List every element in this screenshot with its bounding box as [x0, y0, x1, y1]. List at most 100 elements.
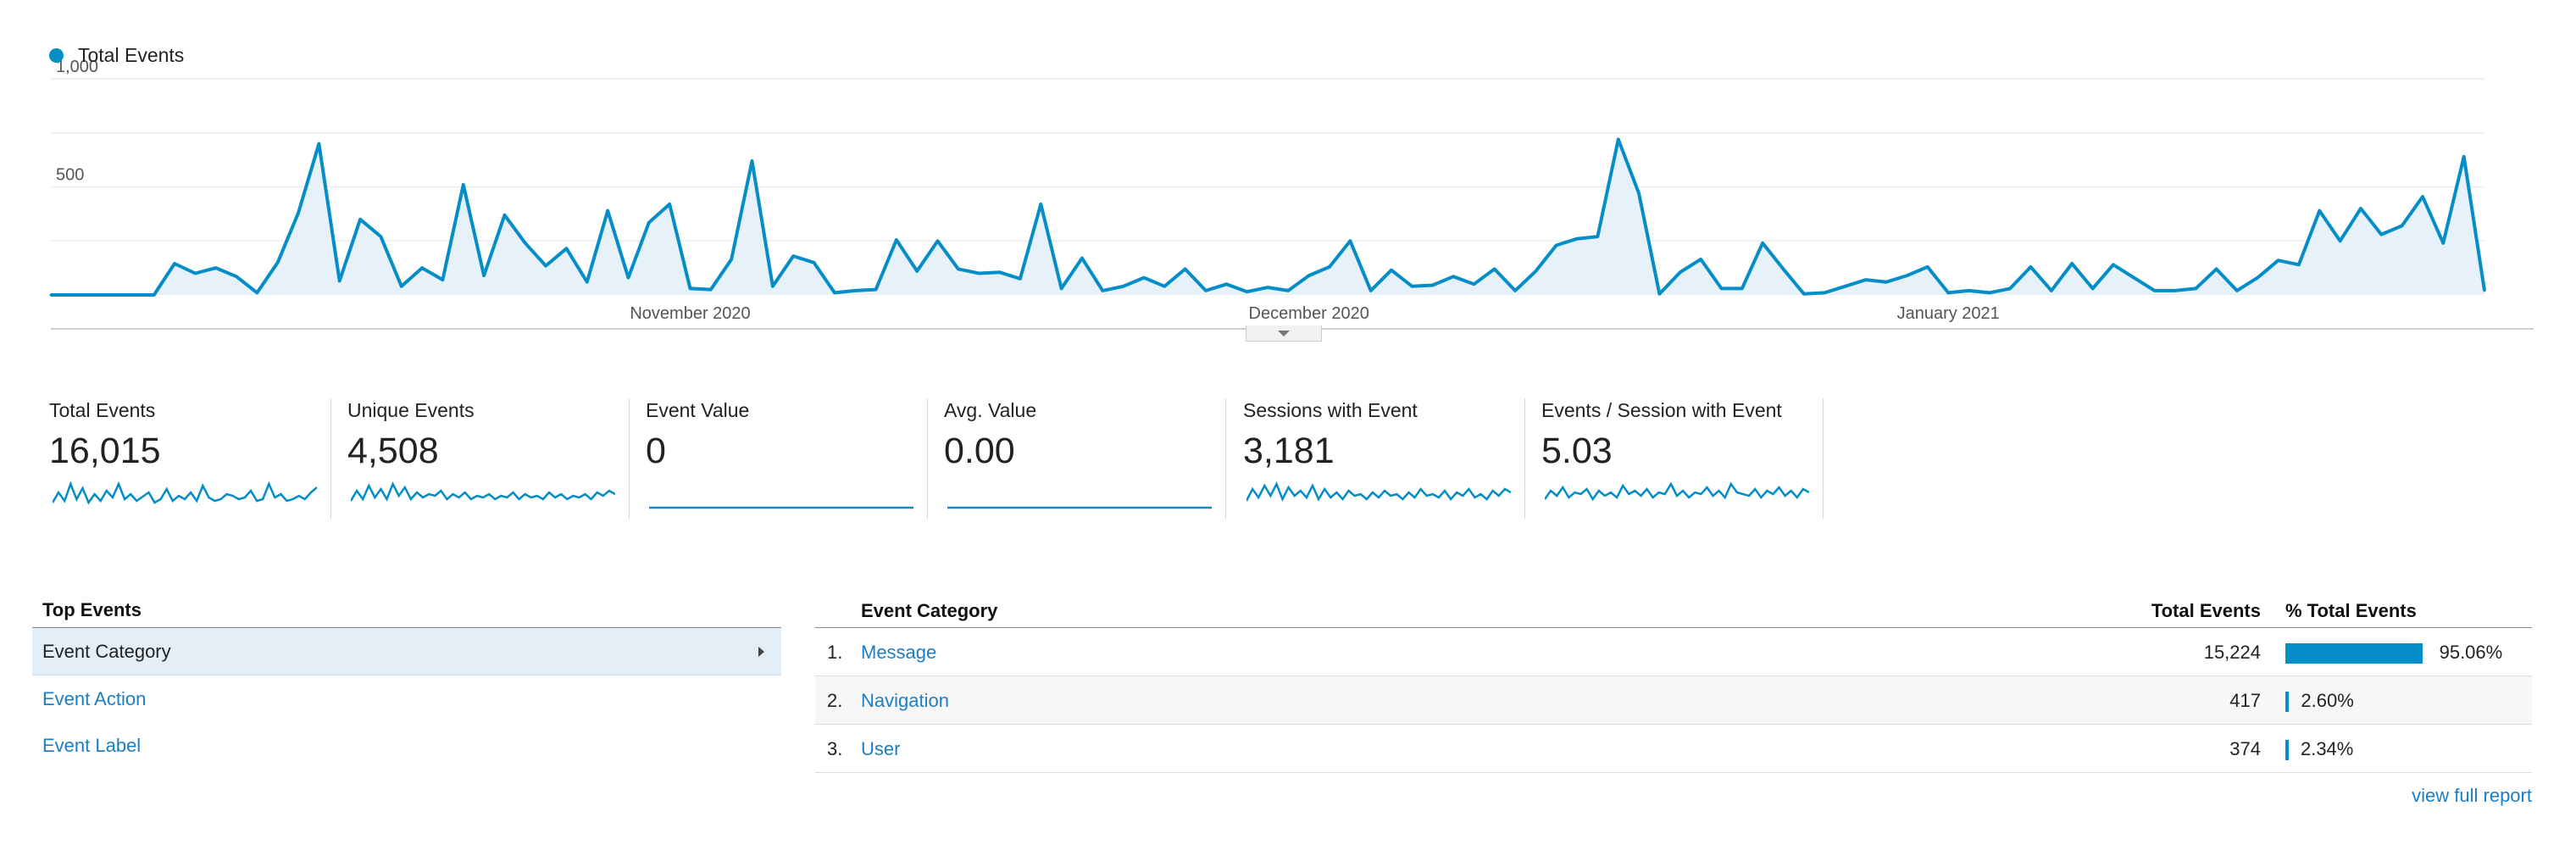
dimension-label: Event Category [42, 641, 171, 662]
data-point [2029, 265, 2033, 269]
pct-bar [2285, 740, 2289, 760]
data-point [1719, 286, 1723, 290]
metric-sparkline [351, 481, 615, 502]
metric-card[interactable]: Events / Session with Event 5.03 [1541, 397, 1840, 519]
dimension-event-category[interactable]: Event Category [32, 628, 781, 675]
data-point [586, 281, 589, 284]
data-point [957, 267, 960, 270]
data-point [2132, 276, 2135, 280]
data-point [709, 288, 713, 292]
data-point [1988, 291, 1991, 294]
metric-title: Sessions with Event [1243, 399, 1418, 421]
data-point [853, 289, 857, 292]
data-point [2441, 242, 2445, 245]
column-header-total-events: Total Events [2151, 600, 2261, 621]
view-full-report-link[interactable]: view full report [2412, 785, 2532, 806]
row-number: 3. [827, 738, 843, 759]
data-point [1885, 281, 1888, 284]
data-point [111, 293, 114, 297]
total-events-value: 374 [2229, 738, 2261, 759]
event-category-table: Event Category Total Events % Total Even… [815, 593, 2532, 773]
data-point [2462, 155, 2466, 158]
metric-title: Event Value [646, 399, 750, 421]
data-point [544, 264, 547, 268]
data-point [1142, 276, 1146, 280]
event-category-link[interactable]: User [861, 738, 901, 759]
data-point [936, 239, 940, 242]
data-point [2297, 263, 2301, 266]
metric-card[interactable]: Unique Events 4,508 [347, 397, 646, 519]
data-point [193, 272, 197, 275]
data-point [1781, 267, 1785, 270]
chart-legend: Total Events [49, 44, 184, 67]
metric-card[interactable]: Avg. Value 0.00 [944, 397, 1242, 519]
data-point [564, 247, 568, 250]
dimension-event-action[interactable]: Event Action [32, 675, 781, 722]
data-point [730, 258, 733, 261]
metric-sparkline [1246, 481, 1511, 503]
data-point [1596, 235, 1599, 238]
data-point [255, 291, 258, 294]
row-number: 2. [827, 690, 843, 711]
data-point [1823, 291, 1826, 294]
metric-value: 0.00 [944, 431, 1015, 471]
data-point [1513, 289, 1517, 292]
data-point [668, 203, 671, 206]
pct-value: 2.60% [2301, 690, 2354, 711]
chart-expand-toggle[interactable] [1246, 325, 1322, 342]
metric-card[interactable]: Sessions with Event 3,181 [1243, 397, 1541, 519]
data-point [1472, 282, 1475, 286]
column-header-event-category: Event Category [861, 600, 998, 621]
data-point [502, 214, 506, 217]
total-events-line-chart: 500 1,000 November 2020 December 2020 Januar… [49, 58, 2534, 330]
data-point [173, 262, 176, 265]
data-point [1534, 270, 1537, 273]
data-point [1266, 286, 1269, 289]
caret-down-icon [1278, 330, 1290, 336]
data-point [1348, 239, 1352, 242]
metric-title: Unique Events [347, 399, 475, 421]
data-point [813, 261, 816, 264]
data-point [915, 270, 919, 273]
data-point [2359, 207, 2362, 210]
metric-card[interactable]: Total Events 16,015 [49, 397, 347, 519]
data-point [1575, 237, 1579, 241]
metric-divider [629, 398, 630, 519]
metric-value: 3,181 [1243, 431, 1335, 471]
data-point [1968, 289, 1971, 292]
sparkline-path [351, 481, 615, 502]
sparkline-path [1246, 481, 1511, 503]
data-point [1246, 290, 1249, 293]
data-point [69, 293, 73, 297]
data-point [2421, 195, 2424, 198]
data-point [2112, 263, 2115, 266]
data-point [153, 293, 156, 297]
total-events-value: 417 [2229, 690, 2261, 711]
data-point [895, 238, 898, 242]
data-point [1163, 285, 1166, 288]
data-point [482, 274, 486, 277]
metric-card[interactable]: Event Value 0 [646, 397, 944, 519]
x-tick-label: December 2020 [1249, 304, 1369, 323]
data-point [1637, 192, 1641, 195]
data-point [1946, 291, 1950, 294]
data-point [1906, 274, 1909, 277]
metric-sparkline [1545, 481, 1809, 502]
event-category-link[interactable]: Navigation [861, 690, 949, 711]
data-point [338, 279, 341, 282]
data-point [626, 276, 630, 280]
data-point [400, 285, 403, 288]
data-point [1019, 277, 1022, 281]
event-category-link[interactable]: Message [861, 642, 937, 663]
top-events-heading: Top Events [32, 593, 781, 628]
data-point [1843, 285, 1846, 288]
dimension-event-label[interactable]: Event Label [32, 722, 781, 769]
x-tick-label: November 2020 [630, 304, 750, 323]
data-point [1390, 269, 1393, 272]
table-row: 2. Navigation 417 2.60% [815, 676, 2532, 725]
row-number: 1. [827, 642, 843, 663]
pct-bar [2285, 692, 2290, 712]
legend-label: Total Events [78, 44, 185, 66]
data-point [317, 142, 320, 145]
data-point [2235, 289, 2239, 292]
